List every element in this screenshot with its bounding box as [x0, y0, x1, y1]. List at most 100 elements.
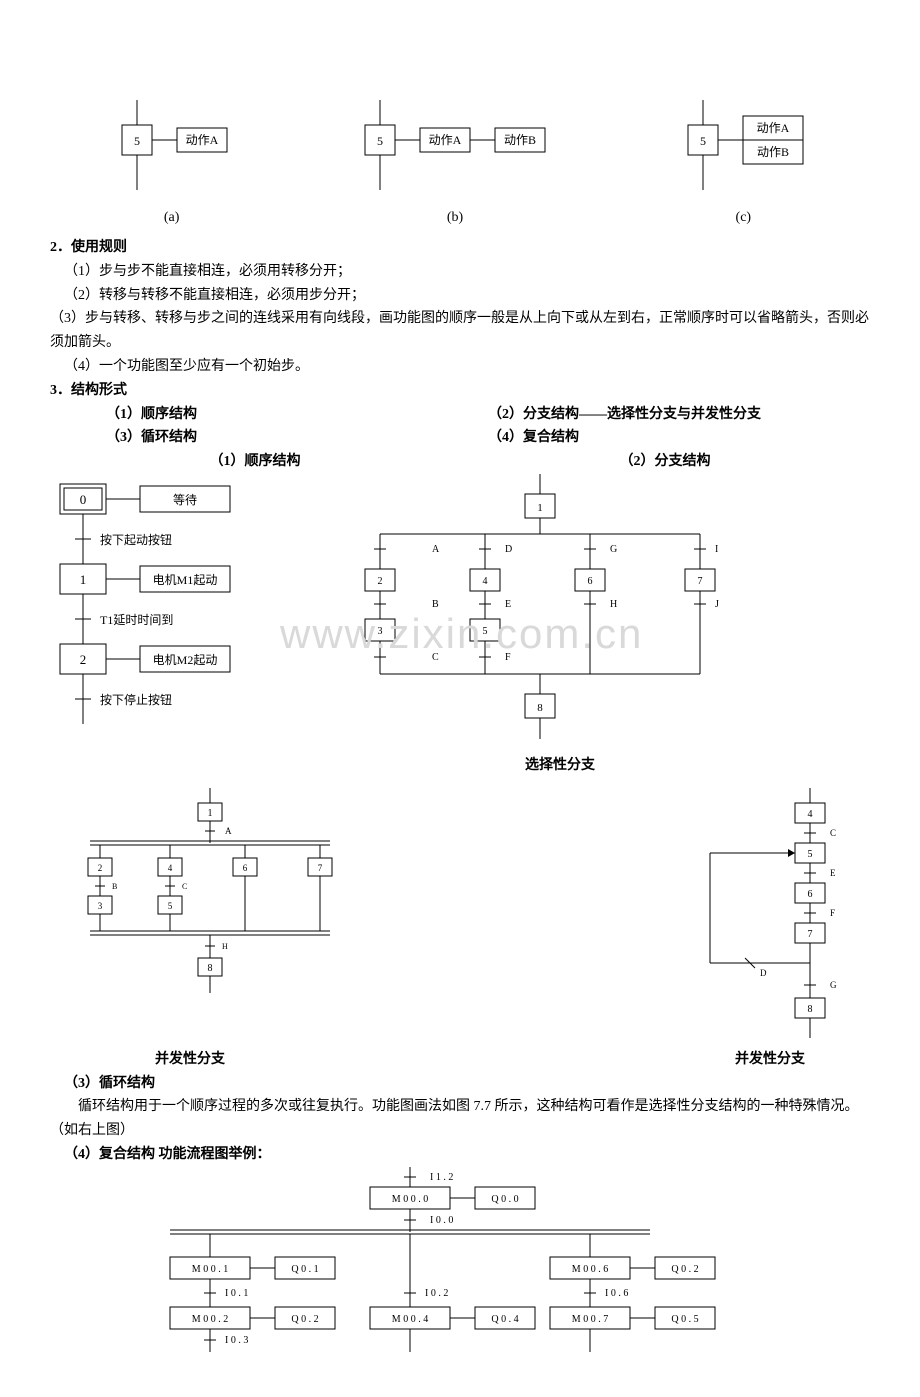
loop-description: 循环结构用于一个顺序过程的多次或往复执行。功能图画法如图 7.7 所示，这种结构… — [50, 1095, 870, 1143]
diagram-b: 5 动作A 动作B (b) — [345, 100, 565, 226]
diagram-c-caption: (c) — [668, 210, 818, 226]
rule-3: （3）步与转移、转移与步之间的连线采用有向线段，画功能图的顺序一般是从上向下或从… — [50, 307, 870, 355]
svg-text:C: C — [830, 828, 836, 838]
svg-text:H: H — [610, 599, 617, 610]
svg-text:A: A — [432, 544, 440, 555]
seq-diagram: 0 等待 按下起动按钮 1 电机M1起动 T1延时时间到 2 电机M2起动 按下… — [50, 474, 330, 754]
svg-text:M 0 0 . 7: M 0 0 . 7 — [572, 1314, 608, 1325]
svg-text:Q 0 . 2: Q 0 . 2 — [291, 1314, 318, 1325]
action-label: 动作A — [757, 121, 790, 135]
svg-text:1: 1 — [80, 572, 87, 587]
svg-text:2: 2 — [80, 652, 87, 667]
svg-text:M 0 0 . 2: M 0 0 . 2 — [192, 1314, 228, 1325]
diagram-a-caption: (a) — [102, 210, 242, 226]
svg-text:C: C — [182, 882, 187, 891]
rule-4: （4）一个功能图至少应有一个初始步。 — [64, 355, 870, 379]
svg-text:I 0 . 6: I 0 . 6 — [605, 1288, 628, 1299]
section-loop-title: （3）循环结构 — [64, 1072, 870, 1096]
svg-text:G: G — [610, 544, 617, 555]
svg-text:Q 0 . 5: Q 0 . 5 — [671, 1314, 698, 1325]
svg-text:Q 0 . 2: Q 0 . 2 — [671, 1264, 698, 1275]
svg-text:F: F — [505, 652, 511, 663]
svg-text:E: E — [505, 599, 511, 610]
svg-text:7: 7 — [808, 929, 813, 940]
action-label: 动作B — [757, 145, 789, 159]
parallel-label-left: 并发性分支 — [50, 1048, 330, 1072]
svg-text:Q 0 . 4: Q 0 . 4 — [491, 1314, 518, 1325]
svg-text:F: F — [830, 908, 835, 918]
parallel-label-right: 并发性分支 — [670, 1048, 870, 1072]
svg-text:B: B — [432, 599, 439, 610]
parallel-branch-diagram: 1 A 2 B 3 4 C 5 — [50, 788, 390, 1048]
struct-4: （4）复合结构 — [488, 426, 870, 450]
action-label: 动作A — [185, 133, 218, 147]
svg-text:I 0 . 1: I 0 . 1 — [225, 1288, 248, 1299]
svg-text:6: 6 — [588, 576, 593, 587]
svg-text:4: 4 — [483, 576, 488, 587]
svg-text:0: 0 — [80, 492, 87, 507]
svg-text:Q 0 . 1: Q 0 . 1 — [291, 1264, 318, 1275]
svg-text:H: H — [222, 942, 228, 951]
svg-text:M 0 0 . 0: M 0 0 . 0 — [392, 1194, 428, 1205]
svg-text:4: 4 — [808, 809, 813, 820]
diagram-b-caption: (b) — [345, 210, 565, 226]
action-label: 动作B — [504, 133, 536, 147]
svg-text:7: 7 — [698, 576, 703, 587]
action-label: 动作A — [429, 133, 462, 147]
svg-text:8: 8 — [537, 702, 543, 714]
svg-text:I 0 . 3: I 0 . 3 — [225, 1335, 248, 1346]
svg-text:B: B — [112, 882, 117, 891]
svg-text:A: A — [225, 826, 232, 836]
svg-text:I 1 . 2: I 1 . 2 — [430, 1172, 453, 1183]
svg-text:5: 5 — [483, 626, 488, 637]
svg-text:3: 3 — [378, 626, 383, 637]
diagram-a-svg: 5 动作A — [102, 100, 242, 210]
select-label: 选择性分支 — [250, 754, 870, 778]
svg-text:8: 8 — [808, 1004, 813, 1015]
step-label: 5 — [134, 134, 140, 148]
svg-text:2: 2 — [98, 863, 103, 873]
step-label: 5 — [700, 134, 706, 148]
svg-text:5: 5 — [808, 849, 813, 860]
top-diagrams-row: 5 动作A (a) 5 动作A 动作B (b) 5 — [50, 100, 870, 226]
svg-text:I 0 . 0: I 0 . 0 — [430, 1215, 453, 1226]
struct-2: （2）分支结构——选择性分支与并发性分支 — [488, 403, 870, 427]
composite-diagram: I 1 . 2 M 0 0 . 0 Q 0 . 0 I 0 . 0 M 0 0 … — [110, 1167, 870, 1357]
svg-text:T1延时时间到: T1延时时间到 — [100, 613, 173, 627]
heading-seq: （1）顺序结构 — [210, 450, 301, 474]
svg-text:8: 8 — [208, 963, 213, 974]
svg-text:7: 7 — [318, 863, 323, 873]
svg-text:Q 0 . 0: Q 0 . 0 — [491, 1194, 518, 1205]
svg-text:D: D — [505, 544, 512, 555]
struct-1: （1）顺序结构 — [106, 403, 488, 427]
section-composite-title: （4）复合结构 功能流程图举例： — [64, 1147, 271, 1162]
diagram-a: 5 动作A (a) — [102, 100, 242, 226]
section-3-title: 3．结构形式 — [50, 379, 870, 403]
svg-text:3: 3 — [98, 901, 103, 911]
svg-text:M 0 0 . 4: M 0 0 . 4 — [392, 1314, 428, 1325]
svg-text:电机M2起动: 电机M2起动 — [153, 653, 218, 667]
section-2-title: 2．使用规则 — [50, 236, 870, 260]
svg-text:I 0 . 2: I 0 . 2 — [425, 1288, 448, 1299]
svg-text:M 0 0 . 1: M 0 0 . 1 — [192, 1264, 228, 1275]
svg-text:6: 6 — [808, 889, 813, 900]
svg-text:等待: 等待 — [173, 493, 197, 507]
svg-text:1: 1 — [208, 808, 213, 819]
svg-text:M 0 0 . 6: M 0 0 . 6 — [572, 1264, 608, 1275]
diagram-c-svg: 5 动作A 动作B — [668, 100, 818, 210]
svg-text:J: J — [715, 599, 719, 610]
svg-text:按下停止按钮: 按下停止按钮 — [100, 692, 172, 707]
svg-text:5: 5 — [168, 901, 173, 911]
svg-text:I: I — [715, 544, 718, 555]
svg-text:按下起动按钮: 按下起动按钮 — [100, 532, 172, 547]
svg-text:电机M1起动: 电机M1起动 — [153, 573, 218, 587]
svg-text:4: 4 — [168, 863, 173, 873]
struct-3: （3）循环结构 — [106, 426, 488, 450]
heading-branch: （2）分支结构 — [620, 450, 711, 474]
rule-2: （2）转移与转移不能直接相连，必须用步分开； — [64, 284, 870, 308]
svg-text:1: 1 — [537, 502, 543, 514]
svg-text:D: D — [760, 968, 767, 978]
loop-diagram: 4 C 5 E 6 F 7 G D 8 — [670, 788, 870, 1048]
rule-1: （1）步与步不能直接相连，必须用转移分开； — [64, 260, 870, 284]
diagram-b-svg: 5 动作A 动作B — [345, 100, 565, 210]
